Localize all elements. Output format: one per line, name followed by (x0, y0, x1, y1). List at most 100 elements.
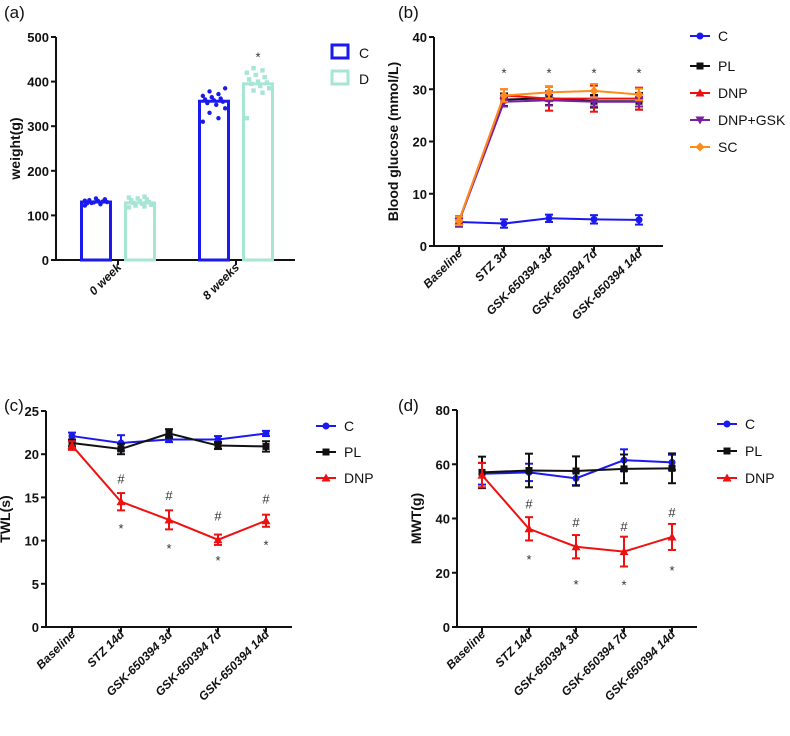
significance-marker: * (591, 65, 596, 80)
data-point (207, 110, 212, 116)
data-point (246, 77, 252, 82)
x-tick-label: Baseline (420, 246, 465, 291)
data-point (216, 115, 221, 121)
legend-label: SC (718, 139, 737, 155)
data-point (205, 100, 210, 106)
data-point (148, 202, 154, 207)
y-tick-label: 0 (443, 620, 450, 635)
data-point (100, 199, 105, 204)
data-point-SC (634, 89, 644, 99)
y-tick-label: 300 (27, 119, 49, 134)
data-point-C (590, 215, 598, 223)
data-point (146, 199, 152, 205)
y-tick-label: 25 (25, 404, 39, 419)
legend-label: DNP (718, 85, 748, 101)
data-point-DNP (213, 535, 223, 544)
legend-swatch-D (330, 69, 350, 86)
significance-marker: * (526, 552, 531, 567)
data-point (253, 72, 258, 78)
data-point (251, 66, 256, 71)
data-point (218, 96, 223, 101)
y-tick-label: 10 (413, 187, 427, 202)
legend-marker-PL (696, 62, 704, 70)
x-tick-label: 8 weeks (200, 260, 243, 303)
data-point (142, 194, 147, 199)
series-PL (478, 452, 676, 490)
data-point-PL (117, 445, 125, 453)
data-point (144, 197, 149, 202)
panel-label: (a) (4, 3, 25, 22)
data-point-PL (620, 465, 628, 473)
y-tick-label: 500 (27, 30, 49, 45)
legend-marker-PL (322, 448, 330, 456)
hash-marker: # (214, 509, 222, 524)
data-point (249, 81, 254, 87)
data-point (87, 198, 92, 203)
y-tick-label: 0 (32, 620, 39, 635)
data-point (214, 102, 219, 107)
data-point-SC (589, 86, 599, 96)
data-point (200, 119, 206, 124)
series-DNP+GSK (454, 93, 644, 227)
data-point-DNP (524, 524, 534, 533)
data-point (126, 195, 132, 200)
series-line-DNP+GSK (458, 99, 639, 222)
data-point-DNP (261, 516, 271, 525)
significance-marker: * (573, 577, 578, 592)
legend-label: C (718, 28, 728, 44)
y-tick-label: 0 (420, 239, 427, 254)
data-point-PL (262, 442, 270, 450)
y-tick-label: 30 (413, 82, 427, 97)
y-tick-label: 100 (27, 208, 49, 223)
data-point (222, 86, 228, 91)
hash-marker: # (262, 491, 270, 506)
hash-marker: # (117, 471, 125, 486)
chart-panel-a: (a) 0 100 200 300 400 500 weight(g) 0 week 8 week… (4, 3, 369, 303)
data-point (244, 70, 250, 75)
significance-marker: * (636, 65, 641, 80)
data-point (131, 200, 136, 206)
data-point (209, 95, 214, 100)
legend-label: C (344, 418, 354, 434)
legend-label: D (359, 71, 369, 87)
legend-marker-DNP+GSK (695, 116, 705, 125)
data-point (222, 106, 228, 111)
significance-marker: * (621, 578, 626, 593)
y-tick-label: 60 (436, 457, 450, 472)
y-tick-label: 80 (436, 403, 450, 418)
data-point (260, 90, 265, 95)
series-DNP (67, 440, 271, 546)
hash-marker: # (668, 505, 676, 520)
significance-marker: * (669, 563, 674, 578)
legend-marker-DNP (695, 88, 705, 97)
data-point (126, 205, 132, 210)
legend-marker-C (322, 422, 330, 430)
data-point-DNP (164, 515, 174, 524)
series-line-PL (458, 97, 639, 222)
hash-marker: # (165, 488, 173, 503)
y-axis-label: MWT(g) (408, 493, 424, 544)
data-point (264, 80, 270, 85)
legend-label: DNP+GSK (718, 112, 786, 128)
data-point-C (545, 214, 553, 222)
y-tick-label: 200 (27, 164, 49, 179)
legend-label: PL (718, 58, 735, 74)
y-tick-label: 400 (27, 75, 49, 90)
data-point (142, 204, 147, 209)
series-line-DNP (458, 94, 639, 222)
significance-marker: * (255, 50, 260, 65)
data-point (140, 201, 145, 207)
data-point-DNP (477, 470, 487, 479)
bar-C-0 (80, 200, 112, 262)
panel-label: (d) (398, 396, 419, 415)
data-point (244, 115, 250, 121)
y-tick-label: 20 (413, 135, 427, 150)
y-tick-label: 5 (32, 577, 39, 592)
legend-marker-C (696, 32, 704, 40)
series-SC (454, 83, 644, 227)
x-tick-label: 0 week (86, 259, 125, 298)
data-point-DNP (571, 542, 581, 551)
significance-marker: * (215, 553, 220, 568)
data-point (82, 198, 88, 203)
data-point (266, 86, 272, 91)
